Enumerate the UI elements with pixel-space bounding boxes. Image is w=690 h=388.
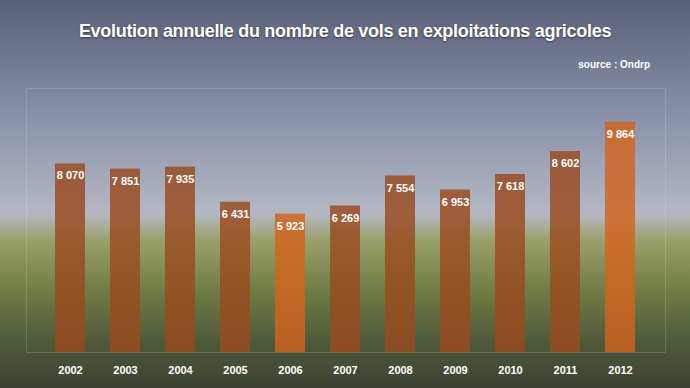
svg-text:8 070: 8 070: [57, 169, 85, 181]
svg-text:2009: 2009: [443, 364, 467, 376]
svg-text:2007: 2007: [333, 364, 357, 376]
svg-text:6 269: 6 269: [332, 212, 360, 224]
svg-text:2003: 2003: [113, 364, 137, 376]
svg-text:2011: 2011: [554, 364, 578, 376]
svg-text:9 864: 9 864: [607, 128, 635, 140]
svg-text:2008: 2008: [388, 364, 412, 376]
html-text:source : Ondrp: source : Ondrp: [578, 59, 650, 70]
svg-text:8 602: 8 602: [552, 157, 580, 169]
svg-text:6 953: 6 953: [442, 196, 470, 208]
svg-text:7 851: 7 851: [112, 175, 140, 187]
svg-text:2004: 2004: [168, 364, 193, 376]
svg-text:2010: 2010: [498, 364, 522, 376]
svg-text:6 431: 6 431: [222, 208, 250, 220]
html-text:Evolution annuelle du nombre d: Evolution annuelle du nombre de vols en …: [78, 21, 612, 41]
svg-text:7 935: 7 935: [167, 173, 195, 185]
svg-text:7 554: 7 554: [387, 182, 415, 194]
svg-text:2006: 2006: [278, 364, 302, 376]
svg-text:5 923: 5 923: [277, 220, 305, 232]
svg-text:7 618: 7 618: [497, 180, 525, 192]
svg-text:2005: 2005: [223, 364, 247, 376]
svg-text:2002: 2002: [58, 364, 82, 376]
svg-text:2012: 2012: [608, 364, 632, 376]
